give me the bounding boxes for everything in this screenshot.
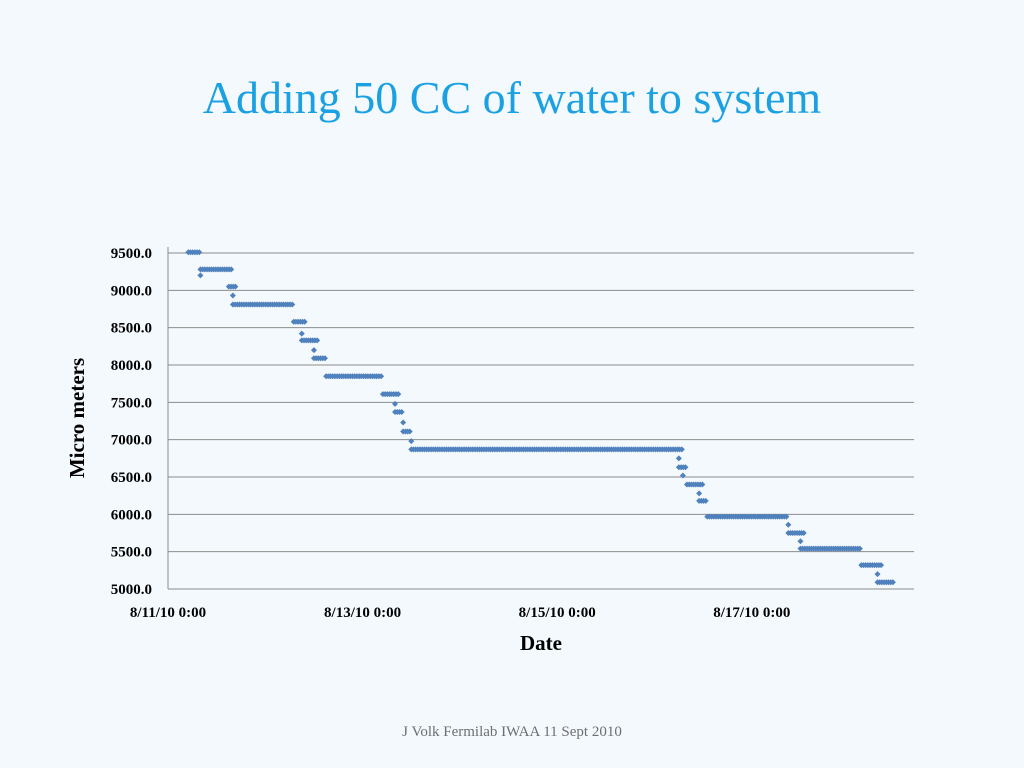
- data-point: [400, 419, 407, 426]
- data-point: [228, 266, 235, 273]
- data-point: [783, 513, 790, 520]
- data-point: [889, 579, 896, 586]
- data-point: [682, 464, 689, 471]
- data-point: [289, 301, 296, 308]
- data-point: [785, 521, 792, 528]
- scatter-chart: 5000.0 5500.0 6000.0 6500.0 7000.0 7500.0 8000…: [65, 246, 914, 655]
- y-tick-label: 6500.0: [111, 470, 152, 486]
- y-tick-label: 8000.0: [111, 358, 152, 374]
- x-axis-title: Date: [520, 631, 562, 655]
- data-point: [196, 249, 203, 256]
- data-point: [702, 497, 709, 504]
- y-tick-label: 7000.0: [111, 433, 152, 449]
- data-point: [392, 400, 399, 407]
- data-points: [185, 249, 896, 586]
- data-point: [395, 391, 402, 398]
- y-tick-labels: 5000.0 5500.0 6000.0 6500.0 7000.0 7500.0 8000…: [111, 246, 152, 598]
- data-point: [406, 428, 413, 435]
- data-point: [398, 409, 405, 416]
- data-point: [699, 481, 706, 488]
- data-point: [314, 337, 321, 344]
- data-point: [679, 472, 686, 479]
- x-tick-label: 8/11/10 0:00: [130, 605, 206, 621]
- y-tick-label: 5500.0: [111, 545, 152, 561]
- data-point: [298, 330, 305, 337]
- y-tick-label: 5000.0: [111, 582, 152, 598]
- data-point: [229, 292, 236, 299]
- slide-footer: J Volk Fermilab IWAA 11 Sept 2010: [402, 724, 622, 740]
- gridlines: [168, 252, 914, 553]
- data-point: [197, 272, 204, 279]
- y-tick-label: 6000.0: [111, 507, 152, 523]
- data-point: [874, 571, 881, 578]
- data-point: [878, 562, 885, 569]
- data-point: [310, 347, 317, 354]
- data-point: [408, 438, 415, 445]
- data-point: [232, 283, 239, 290]
- data-point: [696, 490, 703, 497]
- data-point: [675, 455, 682, 462]
- data-point: [321, 355, 328, 362]
- data-point: [800, 530, 807, 536]
- y-tick-label: 7500.0: [111, 395, 152, 411]
- data-point: [678, 446, 685, 453]
- x-tick-label: 8/17/10 0:00: [713, 605, 790, 621]
- y-tick-label: 8500.0: [111, 321, 152, 337]
- data-point: [378, 373, 385, 380]
- y-tick-label: 9500.0: [111, 246, 152, 262]
- slide-title: Adding 50 CC of water to system: [202, 72, 822, 123]
- data-point: [797, 538, 804, 545]
- data-point: [301, 318, 308, 325]
- data-point: [856, 545, 863, 552]
- x-tick-label: 8/15/10 0:00: [519, 605, 596, 621]
- x-tick-label: 8/13/10 0:00: [324, 605, 401, 621]
- y-tick-label: 9000.0: [111, 283, 152, 299]
- x-tick-labels: 8/11/10 0:00 8/13/10 0:00 8/15/10 0:00 8/17…: [130, 605, 791, 621]
- y-axis-title: Micro meters: [65, 358, 89, 478]
